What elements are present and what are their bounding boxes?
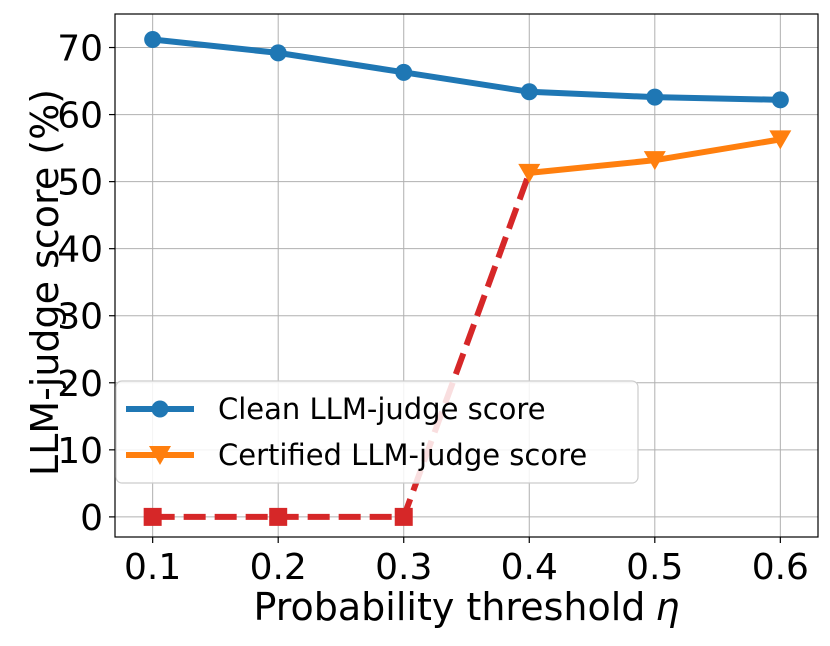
y-tick-label: 60 — [57, 96, 103, 137]
series-2-point — [269, 507, 288, 526]
series-2-point — [143, 507, 162, 526]
legend-label-1: Certified LLM-judge score — [218, 438, 587, 472]
y-tick-label: 50 — [57, 163, 103, 204]
series-2-point — [394, 507, 413, 526]
series-1 — [518, 130, 792, 183]
series-1-point — [769, 130, 792, 150]
x-tick-label: 0.3 — [375, 547, 432, 588]
series-0-point — [646, 88, 664, 106]
series-0 — [144, 30, 789, 109]
x-tick-label: 0.4 — [501, 547, 558, 588]
legend-marker-1 — [149, 446, 171, 465]
x-tick-label: 0.1 — [124, 547, 181, 588]
series-2 — [143, 171, 533, 526]
x-tick-label: 0.6 — [752, 547, 809, 588]
series-2-line — [152, 171, 533, 520]
x-tick-label: 0.5 — [626, 547, 683, 588]
y-tick-label: 30 — [57, 297, 103, 338]
series-0-point — [269, 44, 287, 62]
plot-frame — [114, 13, 819, 538]
series-0-line — [152, 36, 781, 103]
series-0-point — [520, 83, 538, 101]
legend-label-0: Clean LLM-judge score — [218, 392, 546, 426]
y-axis-label: LLM-judge score (%) — [23, 89, 67, 476]
x-axis-label-symbol: η — [655, 585, 679, 629]
x-axis-label-text: Probability threshold — [253, 585, 645, 629]
y-tick-label: 70 — [57, 29, 103, 70]
series-0-point — [771, 91, 789, 109]
x-axis-label: Probability threshold η — [253, 585, 679, 629]
x-tick-label: 0.2 — [250, 547, 307, 588]
series-0-point — [395, 63, 413, 81]
tick-labels: 0.1 0.2 0.3 0.4 0.5 0.6 0 10 20 30 40 50 60 70 — [57, 29, 809, 588]
series-1-point — [643, 151, 666, 171]
series-layer — [143, 30, 792, 526]
legend-marker-0 — [151, 400, 169, 418]
y-tick-label: 40 — [57, 230, 103, 271]
y-tick-label: 20 — [57, 364, 103, 405]
series-1-point — [518, 163, 541, 183]
series-0-point — [144, 30, 162, 48]
legend-box — [115, 380, 639, 484]
y-tick-label: 10 — [57, 431, 103, 472]
y-tick-label: 0 — [80, 498, 103, 539]
legend: Clean LLM-judge score Certified LLM-judge… — [115, 380, 639, 484]
